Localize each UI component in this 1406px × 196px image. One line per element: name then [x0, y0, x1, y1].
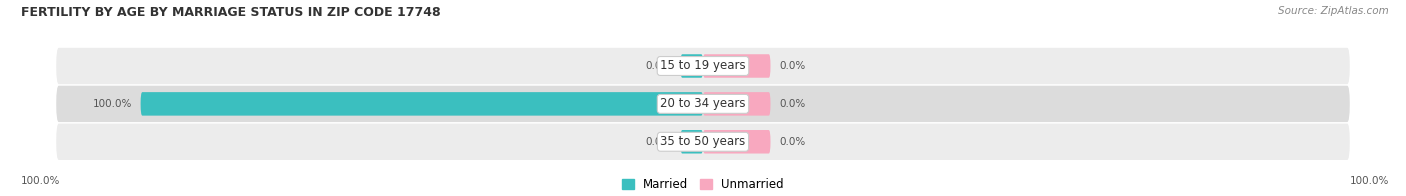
FancyBboxPatch shape: [703, 92, 770, 116]
Text: 0.0%: 0.0%: [779, 99, 806, 109]
FancyBboxPatch shape: [681, 54, 703, 78]
Text: 20 to 34 years: 20 to 34 years: [661, 97, 745, 110]
Text: Source: ZipAtlas.com: Source: ZipAtlas.com: [1278, 6, 1389, 16]
FancyBboxPatch shape: [703, 54, 770, 78]
Text: 0.0%: 0.0%: [645, 61, 672, 71]
FancyBboxPatch shape: [141, 92, 703, 116]
Text: 100.0%: 100.0%: [93, 99, 132, 109]
FancyBboxPatch shape: [703, 130, 770, 153]
FancyBboxPatch shape: [56, 86, 1350, 122]
FancyBboxPatch shape: [681, 130, 703, 153]
Text: 15 to 19 years: 15 to 19 years: [661, 60, 745, 73]
Text: 0.0%: 0.0%: [779, 61, 806, 71]
Text: 100.0%: 100.0%: [1350, 176, 1389, 186]
Text: FERTILITY BY AGE BY MARRIAGE STATUS IN ZIP CODE 17748: FERTILITY BY AGE BY MARRIAGE STATUS IN Z…: [21, 6, 440, 19]
Text: 35 to 50 years: 35 to 50 years: [661, 135, 745, 148]
Legend: Married, Unmarried: Married, Unmarried: [617, 173, 789, 196]
FancyBboxPatch shape: [56, 48, 1350, 84]
Text: 0.0%: 0.0%: [645, 137, 672, 147]
Text: 0.0%: 0.0%: [779, 137, 806, 147]
Text: 100.0%: 100.0%: [21, 176, 60, 186]
FancyBboxPatch shape: [56, 124, 1350, 160]
